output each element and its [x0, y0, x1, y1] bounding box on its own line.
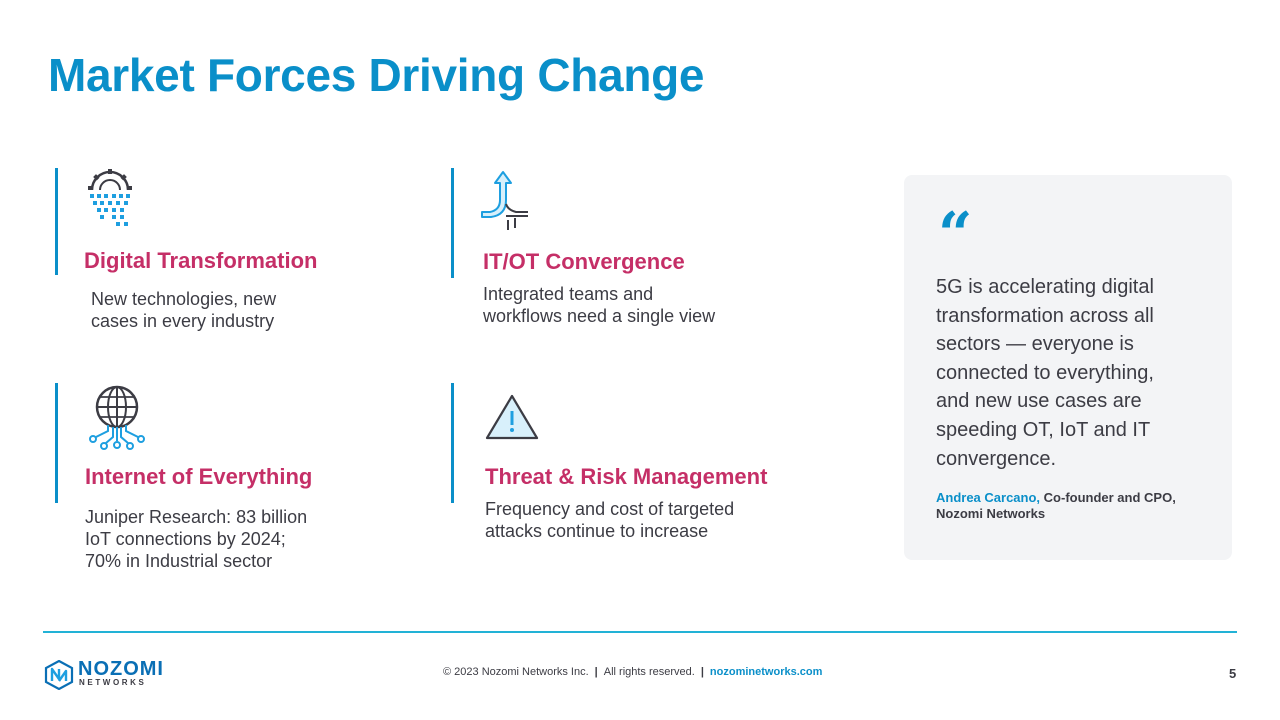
rights-text: All rights reserved.: [603, 666, 695, 678]
card-accent-bar: [55, 383, 58, 503]
quote-line: sectors — everyone is: [936, 333, 1134, 356]
card-desc-line: cases in every industry: [91, 311, 275, 331]
nozomi-logo: NOZOMI NETWORKS: [44, 659, 163, 691]
copyright: © 2023 Nozomi Networks Inc.: [443, 666, 589, 678]
globe-network-icon: [89, 385, 145, 450]
footer-divider: [43, 631, 1237, 633]
digital-transformation-gear-icon: [88, 169, 132, 226]
page-number: 5: [1229, 666, 1237, 681]
quote-author: Andrea Carcano,: [936, 490, 1041, 505]
card-accent-bar: [451, 168, 454, 278]
card-threat-risk-management: Threat & Risk Management Frequency and c…: [451, 383, 871, 583]
quote-mark-icon: “: [938, 200, 973, 270]
quote-author-role: Co-founder and CPO, Nozomi Networks: [936, 490, 1176, 521]
card-title: Internet of Everything: [85, 464, 313, 489]
quote-line: connected to everything,: [936, 361, 1154, 384]
card-title: IT/OT Convergence: [483, 249, 685, 274]
card-digital-transformation: Digital Transformation New technologies,…: [55, 168, 395, 338]
quote-line: convergence.: [936, 447, 1057, 470]
card-it-ot-convergence: IT/OT Convergence Integrated teams and w…: [451, 168, 851, 338]
card-description: Frequency and cost of targeted attacks c…: [485, 498, 734, 542]
quote-attribution: Andrea Carcano, Co-founder and CPO, Nozo…: [936, 490, 1206, 522]
card-title: Threat & Risk Management: [485, 464, 768, 489]
slide-title: Market Forces Driving Change: [48, 49, 705, 101]
card-description: New technologies, new cases in every ind…: [91, 288, 276, 332]
footer-text: © 2023 Nozomi Networks Inc. | All rights r…: [443, 666, 822, 678]
website-link[interactable]: nozominetworks.com: [709, 666, 823, 678]
card-desc-line: attacks continue to increase: [485, 521, 709, 541]
card-accent-bar: [55, 168, 58, 275]
card-desc-line: 70% in Industrial sector: [85, 551, 273, 571]
card-desc-line: workflows need a single view: [483, 306, 716, 326]
card-description: Integrated teams and workflows need a si…: [483, 283, 715, 327]
card-description: Juniper Research: 83 billion IoT connect…: [85, 506, 307, 572]
warning-triangle-icon: [485, 394, 539, 440]
card-desc-line: New technologies, new: [91, 289, 277, 309]
quote-line: speeding OT, IoT and IT: [936, 418, 1151, 441]
convergence-arrow-icon: [481, 171, 528, 230]
logo-subtitle: NETWORKS: [79, 678, 147, 687]
card-desc-line: Frequency and cost of targeted: [485, 499, 735, 519]
quote-box: “ 5G is accelerating digital transformat…: [904, 175, 1232, 560]
quote-line: and new use cases are: [936, 390, 1142, 413]
quote-line: 5G is accelerating digital: [936, 276, 1154, 298]
card-desc-line: IoT connections by 2024;: [85, 529, 286, 549]
footer-separator: |: [594, 666, 598, 678]
quote-text: 5G is accelerating digital transformatio…: [936, 273, 1206, 473]
logo-name: NOZOMI: [78, 658, 164, 680]
nozomi-mark-icon: [44, 660, 74, 690]
quote-line: transformation across all: [936, 304, 1154, 327]
card-title: Digital Transformation: [84, 248, 318, 273]
card-accent-bar: [451, 383, 454, 503]
footer-separator: |: [700, 666, 704, 678]
card-desc-line: Juniper Research: 83 billion: [85, 507, 308, 527]
card-internet-of-everything: Internet of Everything Juniper Research:…: [55, 383, 415, 583]
card-desc-line: Integrated teams and: [483, 284, 654, 304]
